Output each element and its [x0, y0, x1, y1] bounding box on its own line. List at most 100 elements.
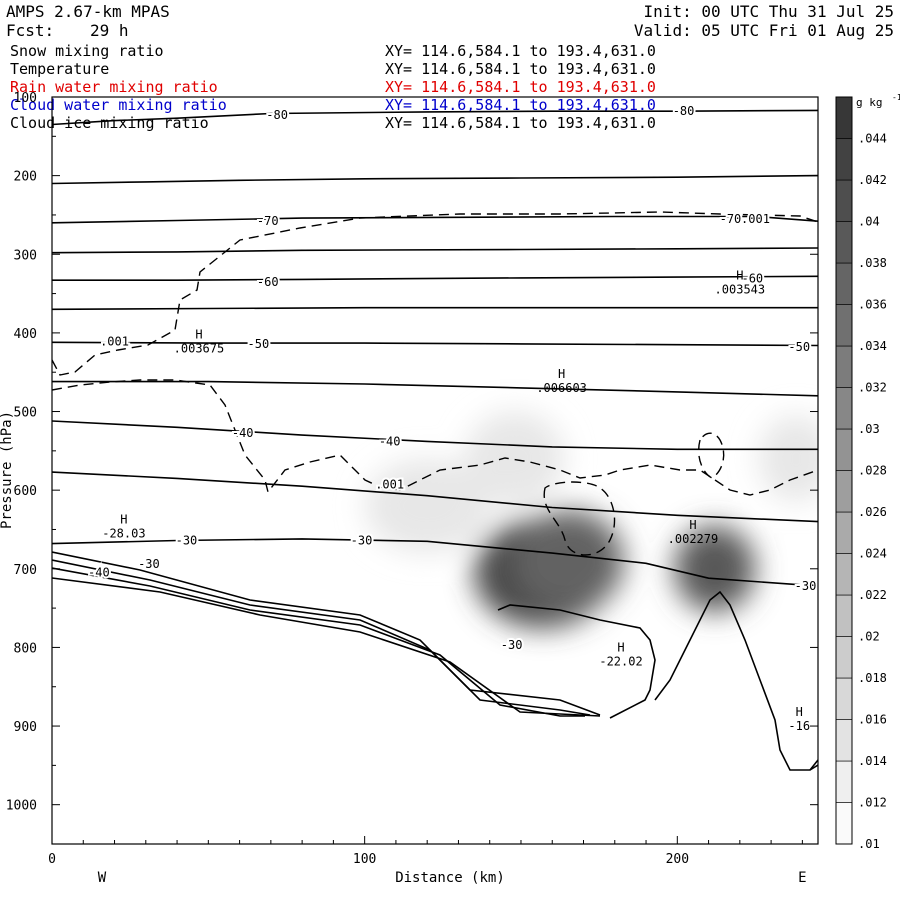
east-label: E	[798, 870, 806, 886]
colorbar-unit-exponent: -1	[892, 93, 900, 102]
y-tick-label: 600	[14, 484, 37, 499]
high-value: -28.03	[102, 526, 145, 540]
isotherm	[52, 215, 818, 224]
isotherm-label: -40	[379, 434, 401, 448]
colorbar-swatch	[835, 179, 853, 222]
isotherm-label: -30	[795, 579, 817, 593]
isotherm	[52, 380, 818, 397]
high-marker: H	[796, 705, 803, 719]
y-tick-label: 800	[14, 641, 37, 656]
contour-label: -30	[501, 638, 523, 652]
x-tick-label: 100	[353, 852, 376, 867]
plot-frame	[51, 96, 819, 845]
colorbar-tick-label: .012	[858, 796, 887, 810]
high-value: .003675	[174, 342, 225, 356]
colorbar-tick-label: .018	[858, 671, 887, 685]
snow-blob	[758, 415, 818, 502]
colorbar-tick-label: .028	[858, 464, 887, 478]
snow-blob	[364, 458, 490, 554]
high-marker: H	[617, 641, 624, 655]
high-value: -16	[788, 719, 810, 733]
x-axis-label: Distance (km)	[395, 870, 505, 886]
y-tick-label: 900	[14, 720, 37, 735]
isotherm	[52, 109, 818, 126]
contour-label: .001	[100, 335, 129, 349]
y-tick-label: 700	[14, 563, 37, 578]
isotherm-label: -80	[266, 108, 288, 122]
west-label: W	[98, 870, 107, 886]
isotherm-label: -60	[257, 275, 279, 289]
contour-label: .001	[375, 478, 404, 492]
field-name: Cloud water mixing ratio	[10, 96, 227, 114]
x-tick-label: 0	[48, 852, 56, 867]
colorbar-swatch	[835, 719, 853, 762]
field-name: Snow mixing ratio	[10, 42, 164, 60]
y-tick-label: 200	[14, 170, 37, 185]
forecast-label: Fcst:	[6, 21, 55, 40]
isotherm	[52, 306, 818, 311]
colorbar-swatch	[835, 428, 853, 471]
y-tick-label: 100	[14, 91, 37, 106]
colorbar-tick-label: .014	[858, 754, 887, 768]
snow-blob	[511, 509, 625, 613]
colorbar-swatch	[835, 470, 853, 513]
valid-time: Valid: 05 UTC Fri 01 Aug 25	[633, 21, 894, 40]
terrain-contour	[52, 551, 601, 716]
colorbar-swatch	[835, 262, 853, 305]
contour-lines	[52, 211, 818, 771]
terrain-contour	[497, 604, 656, 719]
snow-blob	[674, 525, 756, 613]
terrain-contour	[809, 764, 818, 771]
isotherm-label: -80	[673, 104, 695, 118]
contour-labels: -80 -80 -70 -70 -60 -60 -50 -50 -40 -40 -30 -30 -30 -…	[86, 102, 818, 733]
colorbar-tick-label: .02	[858, 630, 880, 644]
colorbar-tick-label: .034	[858, 339, 887, 353]
high-marker: H	[195, 328, 202, 342]
colorbar-swatch	[835, 802, 853, 845]
terrain-contour	[654, 590, 818, 771]
high-value: .003543	[715, 283, 766, 297]
isotherm-label: -70	[720, 212, 742, 226]
field-xy: XY= 114.6,584.1 to 193.4,631.0	[385, 78, 656, 96]
field-name: Rain water mixing ratio	[10, 78, 218, 96]
cloud-ice-contour	[52, 379, 818, 496]
temperature-isotherms	[52, 109, 818, 587]
high-value: .002279	[668, 532, 719, 546]
field-xy: XY= 114.6,584.1 to 193.4,631.0	[385, 42, 656, 60]
isotherm-label: -50	[788, 340, 810, 354]
colorbar-tick-label: .01	[858, 837, 880, 851]
field-xy: XY= 114.6,584.1 to 193.4,631.0	[385, 96, 656, 114]
isotherm	[52, 341, 818, 347]
colorbar-tick-label: .022	[858, 588, 887, 602]
y-tick-label: 400	[14, 327, 37, 342]
colorbar-tick-label: .024	[858, 547, 887, 561]
x-tick-label: 200	[666, 852, 689, 867]
colorbar-tick-label: .032	[858, 381, 887, 395]
colorbar-tick-label: .026	[858, 505, 887, 519]
snow-mixing-ratio-shading	[364, 411, 818, 628]
isotherm	[52, 420, 818, 451]
isotherm-label: -30	[176, 533, 198, 547]
axes: 100 200 300 400 500 600 700 800 900 1000 0 100 200 Di…	[0, 91, 818, 886]
y-tick-label: 500	[14, 406, 37, 421]
isotherm-label: -70	[257, 214, 279, 228]
field-xy: XY= 114.6,584.1 to 193.4,631.0	[385, 60, 656, 78]
high-marker: H	[120, 512, 127, 526]
high-value: -22.02	[599, 655, 642, 669]
isotherm-label: -60	[741, 272, 763, 286]
colorbar-tick-label: .04	[858, 215, 880, 229]
cloud-ice-contour	[52, 211, 818, 376]
colorbar-swatch	[835, 304, 853, 347]
colorbar-unit: g kg	[856, 96, 883, 109]
isotherm	[52, 471, 818, 523]
contour-label: -40	[88, 566, 110, 580]
model-title: AMPS 2.67-km MPAS	[6, 2, 170, 21]
init-time: Init: 00 UTC Thu 31 Jul 25	[643, 2, 894, 21]
high-marker: H	[736, 269, 743, 283]
y-tick-label: 300	[14, 248, 37, 263]
snow-blob	[464, 411, 565, 506]
field-name: Temperature	[10, 60, 110, 78]
high-value: .006603	[536, 381, 587, 395]
colorbar-tick-label: .016	[858, 713, 887, 727]
